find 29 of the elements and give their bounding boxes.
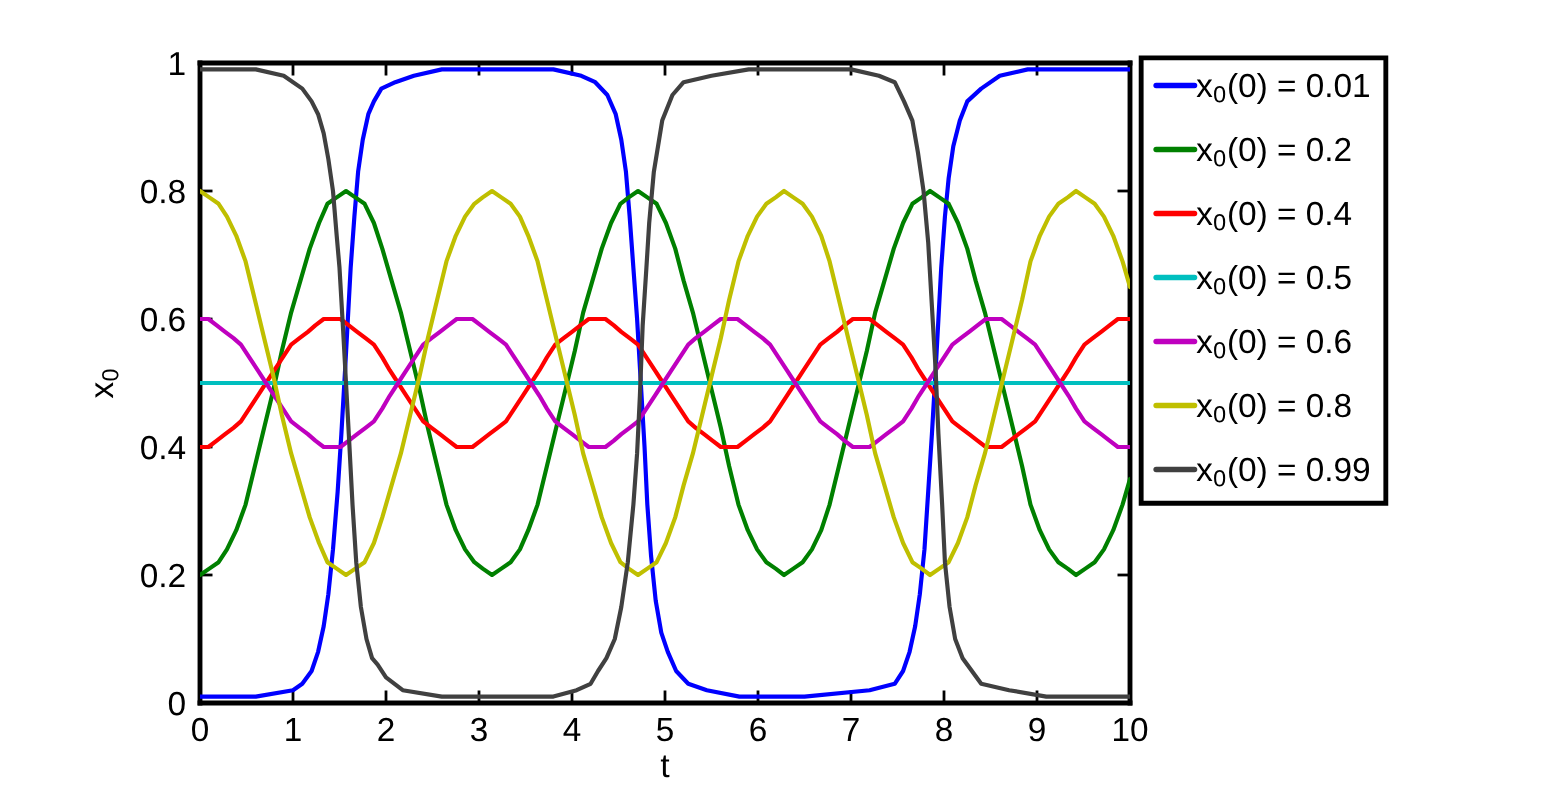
x-tick-label: 5 bbox=[657, 718, 673, 742]
x-tick-label: 1 bbox=[286, 718, 301, 742]
x-tick-label: 4 bbox=[563, 718, 581, 742]
y-tick-label: 1 bbox=[170, 52, 185, 76]
y-tick-label: 0.4 bbox=[141, 435, 186, 460]
x-tick-label: 6 bbox=[750, 717, 766, 742]
legend-label: x$_{0}$(0) = 0.5 bbox=[1196, 264, 1351, 296]
line-series bbox=[200, 188, 1130, 578]
y-tick-label: 0.2 bbox=[141, 563, 185, 588]
x-tick-label: 3 bbox=[471, 717, 487, 742]
legend-label: x$_{0}$(0) = 0.01 bbox=[1196, 72, 1369, 104]
legend-label: x$_{0}$(0) = 0.8 bbox=[1196, 392, 1351, 424]
line-series bbox=[200, 67, 1130, 699]
x-axis-title: t bbox=[660, 755, 670, 778]
legend-label: x$_{0}$(0) = 0.6 bbox=[1196, 328, 1351, 360]
x-tick-label: 8 bbox=[936, 717, 952, 742]
x-tick-label: 10 bbox=[1114, 717, 1148, 742]
legend-label: x$_{0}$(0) = 0.99 bbox=[1196, 456, 1370, 488]
y-tick-label: 0.6 bbox=[141, 307, 185, 332]
line-series bbox=[200, 316, 1130, 450]
x-tick-label: 2 bbox=[378, 717, 394, 742]
x-tick-label: 0 bbox=[192, 717, 208, 742]
x-tick-label: 7 bbox=[843, 718, 859, 742]
legend-label: x$_{0}$(0) = 0.2 bbox=[1196, 136, 1351, 168]
x-tick-label: 9 bbox=[1029, 717, 1045, 742]
legend-label: x$_{0}$(0) = 0.4 bbox=[1196, 200, 1352, 232]
y-axis-title: x$_{0}$ bbox=[95, 369, 119, 399]
y-tick-label: 0 bbox=[168, 691, 185, 716]
y-tick-label: 0.8 bbox=[141, 179, 185, 204]
